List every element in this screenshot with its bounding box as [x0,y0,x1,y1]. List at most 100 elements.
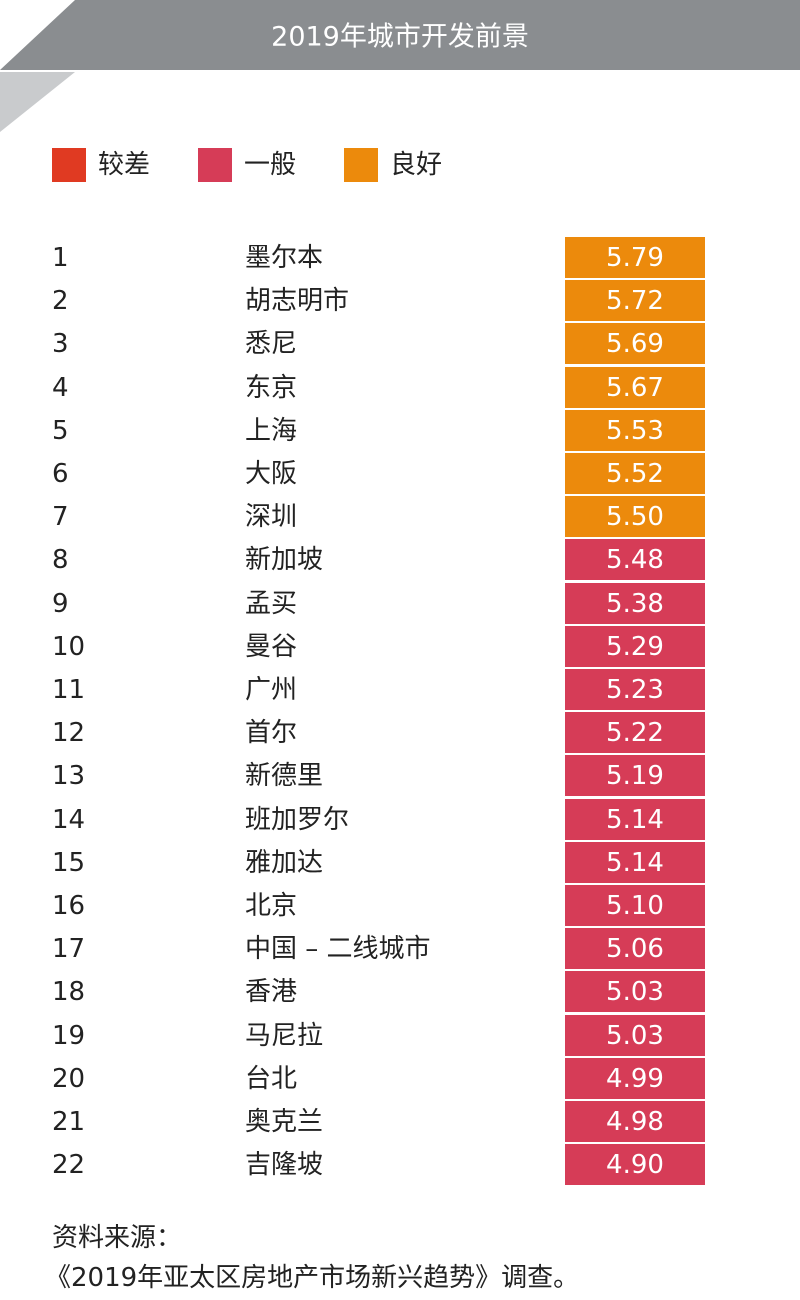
city: 北京 [245,891,298,921]
score-cell [565,798,705,840]
rank: 6 [52,459,69,489]
city: 大阪 [245,459,298,489]
score: 5.19 [606,761,664,792]
rank: 22 [52,1150,86,1181]
city: 孟买 [245,588,298,619]
score-cell [565,1014,705,1056]
rank: 2 [52,286,69,317]
header-bar [0,0,800,70]
rank: 12 [52,718,86,749]
score: 5.52 [606,459,664,489]
score: 5.79 [606,243,664,273]
score: 5.03 [606,977,664,1008]
score: 5.14 [606,847,664,878]
city: 广州 [245,675,298,705]
city: 上海 [245,415,298,446]
city: 墨尔本 [245,243,324,273]
city: 雅加达 [245,847,324,878]
score-cell [565,971,705,1013]
city: 香港 [245,977,298,1008]
score: 5.14 [606,804,664,835]
score-cell [565,1057,705,1099]
score-cell [565,237,705,278]
score-cell [565,453,705,494]
city: 曼谷 [245,631,298,662]
rank: 18 [52,977,86,1008]
rank: 3 [52,329,69,360]
city: 吉隆坡 [245,1150,324,1181]
rank: 4 [52,372,69,403]
rank: 21 [52,1107,86,1137]
title: 2019年城市开发前景 [271,22,529,53]
score: 4.90 [606,1150,664,1181]
rank: 19 [52,1020,86,1051]
score-cell [565,1144,705,1186]
city: 新加坡 [245,545,324,576]
score-cell [565,582,705,624]
score: 5.69 [606,329,664,360]
legend-label: 一般 [244,150,297,180]
city: 东京 [245,372,298,403]
score: 4.98 [606,1107,664,1137]
score: 5.23 [606,675,664,705]
rank: 5 [52,415,69,446]
legend-label: 良好 [390,150,443,180]
rank: 16 [52,891,86,921]
city: 新德里 [245,761,324,792]
legend-swatch [52,148,86,182]
score: 5.67 [606,372,664,403]
source-line: 《2019年亚太区房地产市场新兴趋势》调查。 [45,1263,580,1293]
city: 胡志明市 [245,286,350,317]
rank: 20 [52,1063,86,1094]
source-line: 资料来源： [52,1223,183,1253]
header-banner: 2019年城市开发前景 [0,0,800,132]
score-cell [565,625,705,667]
rank: 11 [52,675,86,705]
rank: 8 [52,545,69,576]
score-cell [565,280,705,322]
score: 5.48 [606,545,664,576]
score-cell [565,669,705,710]
score-cell [565,366,705,408]
score: 5.10 [606,891,664,921]
city: 中国 – 二线城市 [245,934,431,965]
score: 5.72 [606,286,664,317]
rank: 9 [52,588,69,619]
rank: 17 [52,934,86,965]
header-corner [0,72,75,132]
city: 奥克兰 [245,1107,324,1137]
legend-swatch [198,148,232,182]
rank: 10 [52,631,86,662]
score: 5.29 [606,631,664,662]
city: 马尼拉 [245,1020,324,1051]
score: 5.03 [606,1020,664,1051]
score: 5.22 [606,718,664,749]
score: 5.50 [606,502,664,533]
score-cell [565,496,705,538]
rank: 15 [52,847,86,878]
score: 5.38 [606,588,664,619]
score-cell [565,885,705,926]
score-cell [565,928,705,970]
score: 4.99 [606,1063,664,1094]
city: 班加罗尔 [245,804,350,835]
score-cell [565,1101,705,1142]
rank: 7 [52,502,69,533]
score: 5.06 [606,934,664,965]
score-cell [565,841,705,883]
rank: 14 [52,804,86,835]
score-cell [565,755,705,797]
rank: 13 [52,761,86,792]
city: 首尔 [245,718,298,749]
city: 深圳 [245,502,298,533]
score: 5.53 [606,415,664,446]
score-cell [565,323,705,365]
legend-swatch [344,148,378,182]
legend-label: 较差 [98,150,151,180]
rank: 1 [52,243,69,273]
score-cell [565,539,705,581]
score-cell [565,712,705,754]
score-cell [565,409,705,451]
city: 台北 [245,1063,298,1094]
